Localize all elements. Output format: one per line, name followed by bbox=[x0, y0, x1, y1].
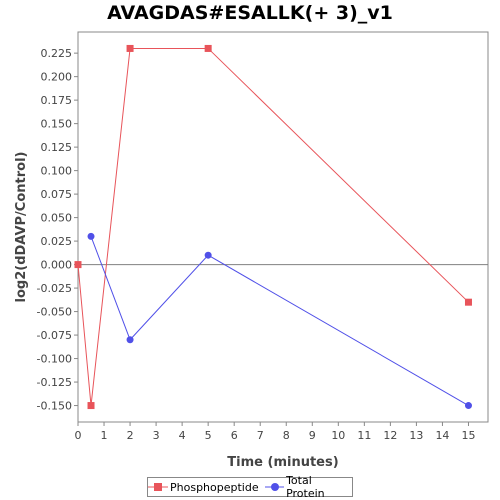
series-line-total-protein bbox=[90, 236, 469, 406]
y-tick-label: -0.150 bbox=[37, 400, 72, 413]
legend-label-total-protein: Total Protein bbox=[286, 474, 325, 500]
data-point bbox=[74, 261, 82, 269]
legend-label-phosphopeptide: Phosphopeptide bbox=[170, 480, 259, 494]
data-point bbox=[87, 232, 95, 240]
x-tick-label: 6 bbox=[231, 429, 238, 442]
x-tick-label: 10 bbox=[331, 429, 345, 442]
y-tick-label: -0.025 bbox=[37, 282, 72, 295]
y-tick-label: 0.000 bbox=[41, 259, 73, 272]
x-tick-label: 1 bbox=[101, 429, 108, 442]
x-tick-label: 14 bbox=[435, 429, 449, 442]
y-axis-title: log2(dDAVP/Control) bbox=[14, 152, 29, 303]
y-tick-label: -0.125 bbox=[37, 376, 72, 389]
x-axis-title: Time (minutes) bbox=[227, 455, 338, 470]
data-point bbox=[204, 251, 212, 259]
x-tick-label: 9 bbox=[309, 429, 316, 442]
x-tick-label: 7 bbox=[257, 429, 264, 442]
x-tick-label: 4 bbox=[179, 429, 186, 442]
x-tick-label: 12 bbox=[383, 429, 397, 442]
y-tick-label: 0.050 bbox=[41, 212, 73, 225]
y-tick-label: 0.175 bbox=[41, 94, 73, 107]
data-point bbox=[464, 298, 472, 306]
y-tick-label: 0.100 bbox=[41, 165, 73, 178]
data-point bbox=[87, 402, 95, 410]
y-tick-label: -0.050 bbox=[37, 306, 72, 319]
y-tick-label: -0.100 bbox=[37, 353, 72, 366]
y-axis: -0.150 -0.125 -0.100 -0.075 -0.050 -0.025 0.00… bbox=[37, 47, 78, 413]
x-tick-label: 15 bbox=[461, 429, 475, 442]
x-tick-label: 13 bbox=[409, 429, 423, 442]
y-tick-label: 0.025 bbox=[41, 235, 73, 248]
y-tick-label: 0.150 bbox=[41, 118, 73, 131]
legend: Phosphopeptide Total Protein bbox=[147, 474, 353, 500]
y-tick-label: 0.125 bbox=[41, 141, 73, 154]
data-point bbox=[126, 44, 134, 52]
chart-title: AVAGDAS#ESALLK(+ 3)_v1 bbox=[107, 2, 393, 24]
data-point bbox=[204, 44, 212, 52]
legend-swatch-square-icon bbox=[148, 483, 168, 491]
x-tick-label: 11 bbox=[357, 429, 371, 442]
y-tick-label: -0.075 bbox=[37, 329, 72, 342]
x-tick-label: 5 bbox=[205, 429, 212, 442]
legend-item-total-protein: Total Protein bbox=[264, 474, 352, 500]
x-axis: 0 1 2 3 4 5 6 7 8 9 10 11 12 13 14 15 bbox=[75, 422, 475, 442]
y-tick-label: 0.225 bbox=[41, 47, 73, 60]
x-tick-label: 8 bbox=[283, 429, 290, 442]
x-tick-label: 0 bbox=[75, 429, 82, 442]
legend-item-phosphopeptide: Phosphopeptide bbox=[148, 481, 259, 494]
series-phosphopeptide bbox=[74, 44, 472, 410]
x-tick-label: 2 bbox=[127, 429, 134, 442]
series-group bbox=[74, 44, 472, 410]
data-point bbox=[126, 336, 134, 344]
y-tick-label: 0.075 bbox=[41, 188, 73, 201]
series-total-protein bbox=[87, 232, 472, 410]
y-tick-label: 0.200 bbox=[41, 71, 73, 84]
plot-area bbox=[77, 31, 489, 423]
data-point bbox=[464, 402, 472, 410]
legend-swatch-circle-icon bbox=[264, 483, 285, 491]
x-tick-label: 3 bbox=[153, 429, 160, 442]
